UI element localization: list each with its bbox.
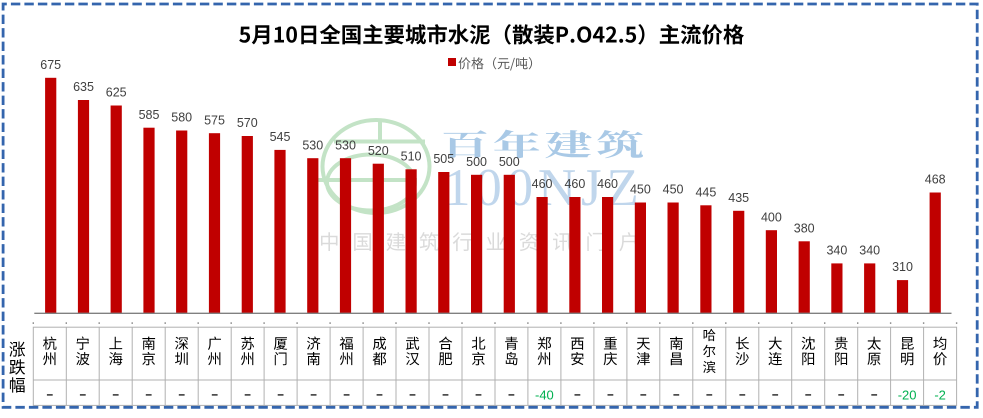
- svg-text:575: 575: [204, 113, 225, 127]
- svg-text:460: 460: [564, 177, 585, 191]
- svg-text:450: 450: [663, 183, 684, 197]
- svg-text:585: 585: [139, 108, 160, 122]
- svg-text:340: 340: [826, 244, 847, 258]
- svg-text:468: 468: [925, 173, 946, 187]
- svg-text:520: 520: [368, 144, 389, 158]
- svg-text:570: 570: [237, 116, 258, 130]
- svg-text:505: 505: [433, 152, 454, 166]
- svg-text:450: 450: [630, 183, 651, 197]
- svg-text:510: 510: [401, 149, 422, 163]
- svg-text:-40: -40: [535, 387, 554, 402]
- svg-text:435: 435: [728, 191, 749, 205]
- svg-text:530: 530: [302, 138, 323, 152]
- svg-text:380: 380: [794, 221, 815, 235]
- svg-text:340: 340: [859, 244, 880, 258]
- svg-text:675: 675: [40, 58, 61, 72]
- svg-text:500: 500: [499, 155, 520, 169]
- svg-text:-2: -2: [934, 387, 946, 402]
- svg-text:580: 580: [171, 111, 192, 125]
- svg-text:545: 545: [270, 130, 291, 144]
- svg-text:310: 310: [892, 260, 913, 274]
- svg-text:635: 635: [73, 80, 94, 94]
- svg-text:-20: -20: [898, 387, 917, 402]
- svg-text:460: 460: [532, 177, 553, 191]
- svg-text:500: 500: [466, 155, 487, 169]
- svg-text:445: 445: [695, 185, 716, 199]
- svg-text:460: 460: [597, 177, 618, 191]
- svg-text:625: 625: [106, 86, 127, 100]
- svg-text:530: 530: [335, 138, 356, 152]
- svg-text:400: 400: [761, 210, 782, 224]
